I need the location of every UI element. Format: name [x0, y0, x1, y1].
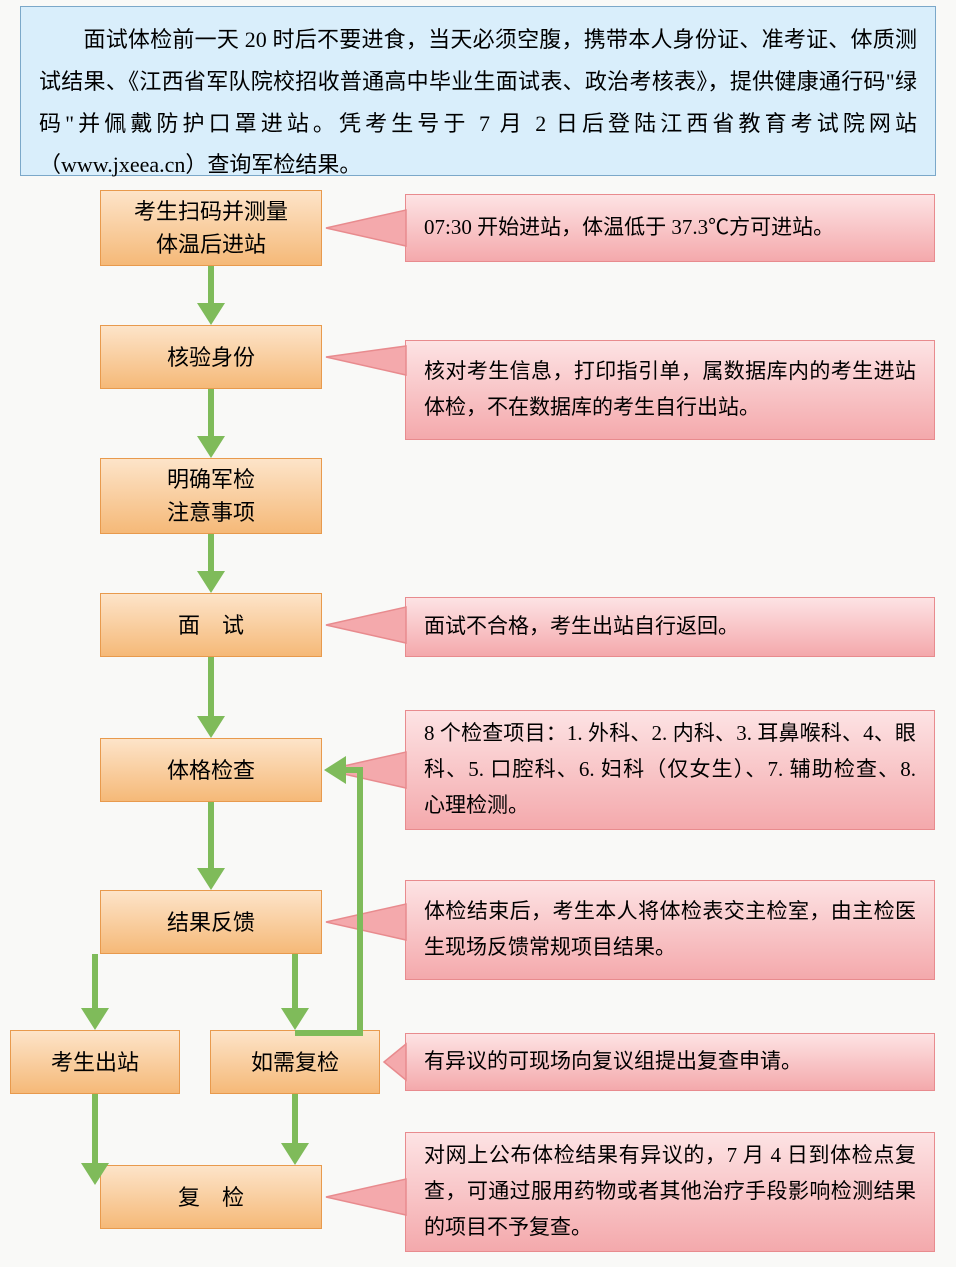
- step-recheck-need: 如需复检: [210, 1030, 380, 1094]
- step-feedback: 结果反馈: [100, 890, 322, 954]
- step-recheck: 复 检: [100, 1165, 322, 1229]
- header-notice: 面试体检前一天 20 时后不要进食，当天必须空腹，携带本人身份证、准考证、体质测…: [20, 6, 936, 176]
- step-exit: 考生出站: [10, 1030, 180, 1094]
- step-scan-temp: 考生扫码并测量 体温后进站: [100, 190, 322, 266]
- callout-7: 有异议的可现场向复议组提出复查申请。: [405, 1033, 935, 1091]
- callout-6: 体检结束后，考生本人将体检表交主检室，由主检医生现场反馈常规项目结果。: [405, 880, 935, 980]
- callout-5: 8 个检查项目：1. 外科、2. 内科、3. 耳鼻喉科、4、眼科、5. 口腔科、…: [405, 710, 935, 830]
- callout-4: 面试不合格，考生出站自行返回。: [405, 597, 935, 657]
- callout-8: 对网上公布体检结果有异议的，7 月 4 日到体检点复查，可通过服用药物或者其他治…: [405, 1132, 935, 1252]
- callout-2: 核对考生信息，打印指引单，属数据库内的考生进站体检，不在数据库的考生自行出站。: [405, 340, 935, 440]
- step-physical: 体格检查: [100, 738, 322, 802]
- step-interview: 面 试: [100, 593, 322, 657]
- step-verify-id: 核验身份: [100, 325, 322, 389]
- step-notice: 明确军检 注意事项: [100, 458, 322, 534]
- callout-1: 07:30 开始进站，体温低于 37.3℃方可进站。: [405, 194, 935, 262]
